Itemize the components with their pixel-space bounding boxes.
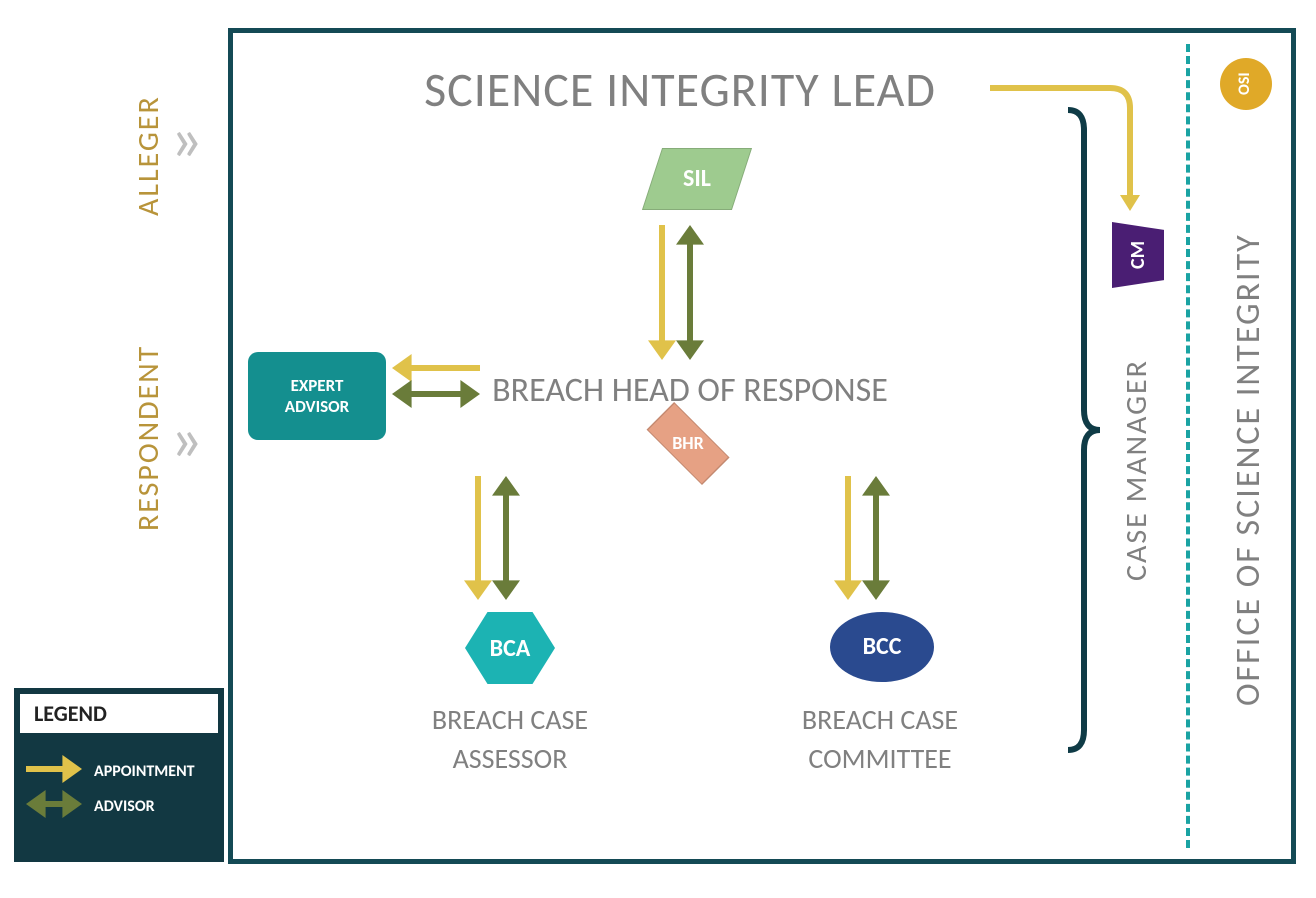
expert-advisor-box: EXPERT ADVISOR: [248, 352, 386, 440]
legend-row-advisor: ADVISOR: [24, 794, 214, 819]
advisor-arrow-icon: [24, 794, 84, 819]
legend-title-bar: LEGEND: [20, 694, 218, 733]
chevron-icon: »: [170, 100, 193, 178]
arrow-pair: [848, 476, 908, 600]
legend-advisor-label: ADVISOR: [94, 797, 155, 816]
legend-box: LEGEND APPOINTMENT ADVISOR: [14, 688, 224, 862]
sil-shape-label: SIL: [652, 164, 742, 193]
legend-row-appointment: APPOINTMENT: [24, 759, 214, 784]
arrow-pair: [392, 368, 480, 418]
legend-title: LEGEND: [34, 700, 107, 727]
diagram-canvas: ALLEGER RESPONDENT » » SCIENCE INTEGRITY…: [0, 0, 1316, 898]
legend-appointment-label: APPOINTMENT: [94, 762, 195, 781]
chevron-icon: »: [170, 400, 193, 478]
bcc-title: BREACH CASECOMMITTEE: [770, 700, 990, 778]
bcc-shape-label: BCC: [830, 632, 934, 661]
appointment-arrow-icon: [24, 759, 84, 784]
bhr-title: BREACH HEAD OF RESPONSE: [420, 370, 960, 411]
osi-badge-label: OSI: [1235, 64, 1254, 104]
osi-title: OFFICE OF SCIENCE INTEGRITY: [1228, 120, 1269, 820]
expert-advisor-label: EXPERT ADVISOR: [260, 375, 374, 417]
legend-body: APPOINTMENT ADVISOR: [14, 739, 224, 839]
sil-title: SCIENCE INTEGRITY LEAD: [330, 60, 1030, 119]
bhr-shape-label: BHR: [646, 432, 730, 454]
case-manager-title: CASE MANAGER: [1118, 300, 1155, 640]
bca-title: BREACH CASEASSESSOR: [400, 700, 620, 778]
alleger-label: ALLEGER: [130, 56, 167, 256]
sil-to-cm-arrow: [990, 68, 1190, 268]
arrow-pair: [662, 225, 722, 360]
arrow-pair: [478, 476, 538, 600]
respondent-label: RESPONDENT: [130, 298, 167, 578]
bca-shape-label: BCA: [465, 634, 555, 663]
